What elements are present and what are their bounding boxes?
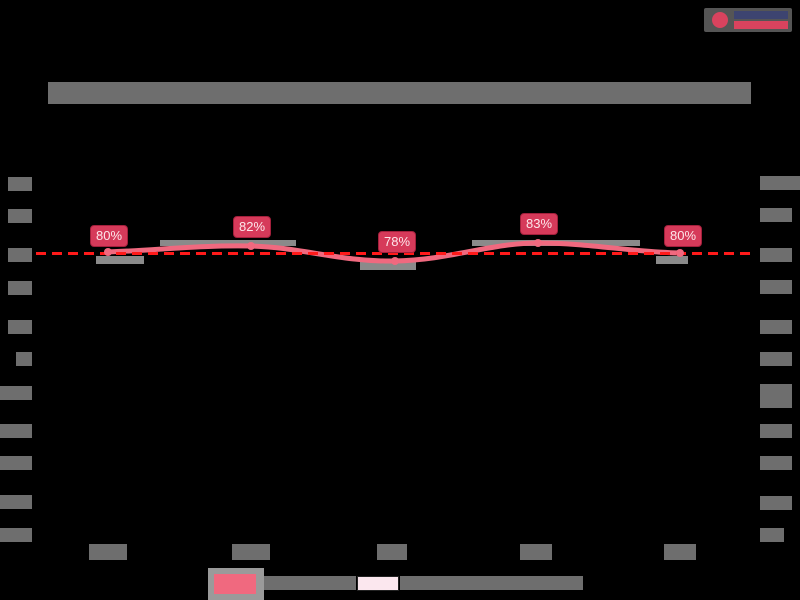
- data-point[interactable]: [247, 242, 255, 250]
- right-axis-tick: [r8]: [760, 424, 792, 438]
- data-point[interactable]: [104, 248, 112, 256]
- legend-swatch-reference[interactable]: [357, 576, 399, 591]
- right-axis-tick: [r10]: [760, 496, 792, 510]
- data-label: 83%: [520, 213, 559, 235]
- legend-swatch-series[interactable]: [208, 568, 264, 600]
- data-point[interactable]: [534, 239, 542, 247]
- data-point[interactable]: [676, 249, 684, 257]
- left-axis-tick: [t4]: [8, 281, 32, 295]
- data-label: 80%: [664, 225, 703, 247]
- left-axis-tick: [t7]: [0, 386, 32, 400]
- left-axis-tick: [t11]: [0, 528, 32, 542]
- left-axis-tick: [t6]: [16, 352, 32, 366]
- right-axis-tick: [r3]: [760, 248, 792, 262]
- chart-title: [redacted title]: [48, 82, 751, 104]
- right-axis-tick: [r7]: [760, 384, 792, 408]
- data-label: 80%: [90, 225, 129, 247]
- right-axis-tick: [r1]: [760, 176, 800, 190]
- left-axis-tick: [t8]: [0, 424, 32, 438]
- left-axis-tick: [t9]: [0, 456, 32, 470]
- right-axis-tick: [r6]: [760, 352, 792, 366]
- data-label: 78%: [378, 231, 417, 253]
- left-axis-tick: [t5]: [8, 320, 32, 334]
- artifact-band: [160, 240, 296, 246]
- logo-text-top: [734, 11, 788, 19]
- left-axis-tick: [t1]: [8, 177, 32, 191]
- left-axis-tick: [t2]: [8, 209, 32, 223]
- x-axis-tick: [yr4]: [520, 544, 552, 560]
- logo-text-bottom: [734, 21, 788, 29]
- right-axis-tick: [r4]: [760, 280, 792, 294]
- artifact-band: [96, 256, 144, 264]
- brand-logo: [704, 8, 792, 32]
- left-axis-tick: [t10]: [0, 495, 32, 509]
- right-axis-tick: [r9]: [760, 456, 792, 470]
- logo-globe-icon: [712, 12, 728, 28]
- data-point[interactable]: [391, 257, 399, 265]
- x-axis-tick: [yr3]: [377, 544, 407, 560]
- legend-label-reference[interactable]: [redacted reference]: [400, 576, 583, 590]
- legend-label-series[interactable]: [redacted series]: [264, 576, 356, 590]
- x-axis-tick: [yr5]: [664, 544, 696, 560]
- left-axis-tick: [t3]: [8, 248, 32, 262]
- artifact-band: [360, 262, 416, 270]
- data-label: 82%: [233, 216, 272, 238]
- right-axis-tick: [r2]: [760, 208, 792, 222]
- right-axis-tick: [r11]: [760, 528, 784, 542]
- x-axis-tick: [yr2]: [232, 544, 270, 560]
- artifact-band: [656, 256, 688, 264]
- right-axis-tick: [r5]: [760, 320, 792, 334]
- x-axis-tick: [yr1]: [89, 544, 127, 560]
